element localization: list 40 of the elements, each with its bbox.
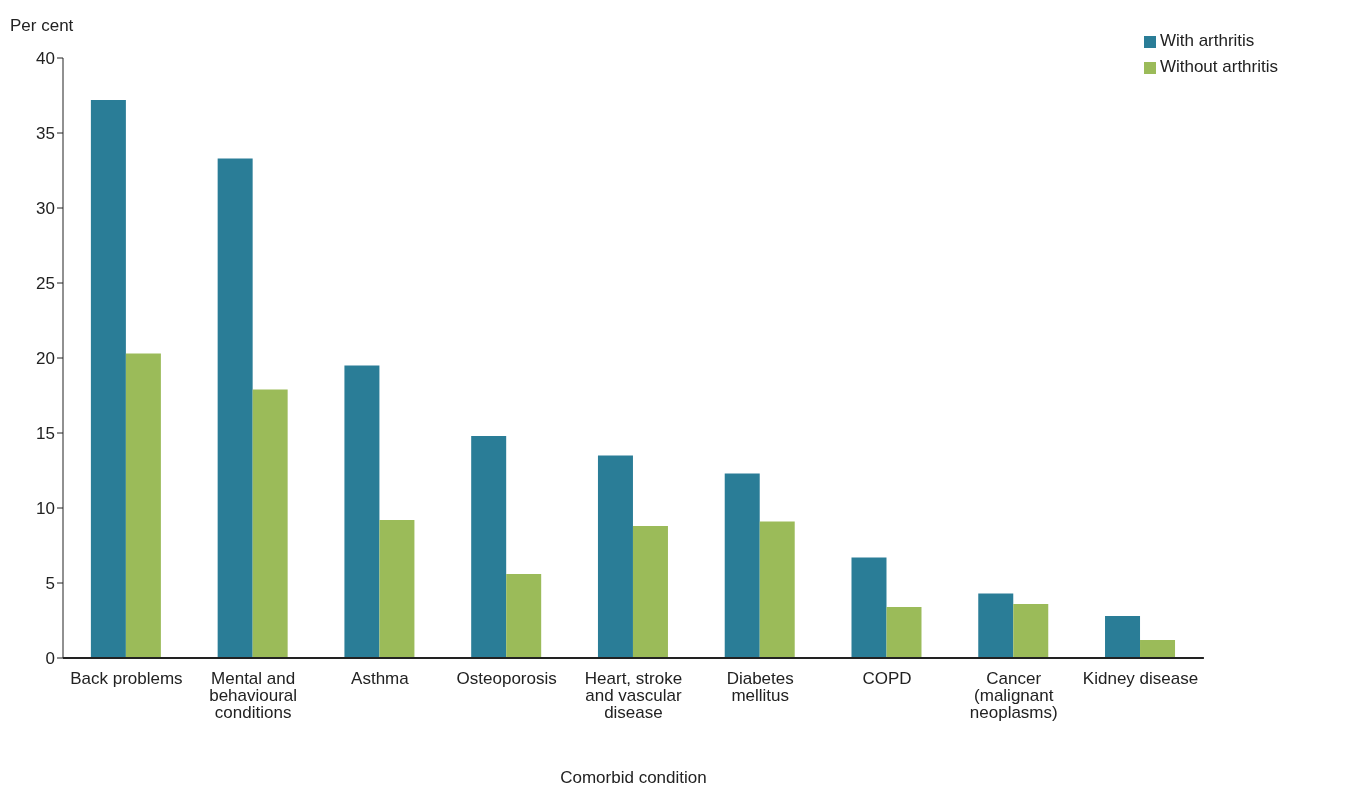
bar	[1105, 616, 1141, 658]
x-tick-label: Back problems	[70, 669, 183, 689]
x-tick-label: Diabetes mellitus	[726, 669, 794, 706]
y-tick-label: 20	[36, 349, 55, 369]
bar	[217, 158, 253, 658]
y-tick-label: 25	[36, 274, 55, 294]
bar	[886, 607, 922, 658]
bar	[1140, 640, 1176, 658]
bar	[978, 593, 1014, 658]
bar	[471, 436, 507, 658]
x-tick-label: Heart, stroke and vascular disease	[584, 669, 683, 723]
bar	[1013, 604, 1049, 658]
y-tick-label: 40	[36, 49, 55, 69]
bar	[344, 365, 380, 658]
bar	[90, 100, 126, 658]
bar	[724, 473, 760, 658]
y-axis-title: Per cent	[10, 16, 74, 36]
x-tick-label: Osteoporosis	[456, 669, 557, 689]
bar	[379, 520, 415, 658]
y-tick-label: 10	[36, 499, 55, 519]
x-tick-label: Mental and behavioural conditions	[209, 669, 298, 723]
x-tick-label: Kidney disease	[1082, 669, 1199, 689]
x-tick-label: Asthma	[351, 669, 410, 689]
x-axis-title: Comorbid condition	[560, 768, 707, 787]
y-tick-label: 0	[45, 649, 55, 669]
x-tick-label: COPD	[862, 669, 912, 689]
bar	[125, 353, 161, 658]
bar	[252, 389, 288, 658]
legend-label: With arthritis	[1159, 31, 1255, 50]
x-tick-label: Cancer (malignant neoplasms)	[969, 669, 1058, 723]
bar	[851, 557, 887, 658]
y-tick-label: 30	[36, 199, 55, 219]
legend-label: Without arthritis	[1159, 57, 1278, 76]
bar	[597, 455, 633, 658]
y-tick-label: 35	[36, 124, 55, 144]
bar	[759, 521, 795, 658]
bar	[632, 526, 668, 658]
y-tick-label: 5	[45, 574, 55, 594]
bar	[506, 574, 542, 658]
y-tick-label: 15	[36, 424, 55, 444]
